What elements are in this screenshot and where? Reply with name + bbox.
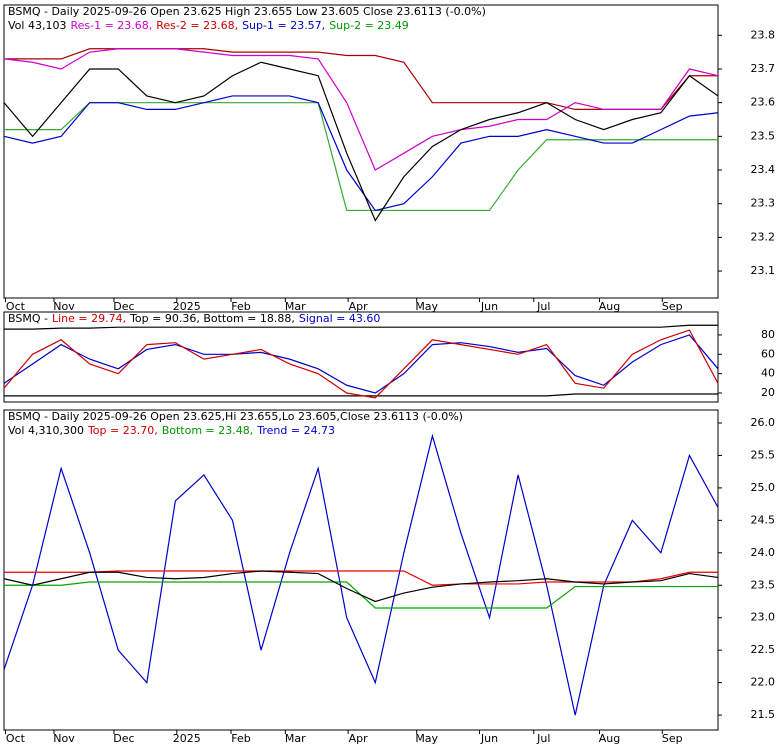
y-tick-label: 60 <box>761 347 775 360</box>
series-line <box>3 95 719 212</box>
legend: Vol 43,103 Res-1 = 23.68, Res-2 = 23.68, Su… <box>8 19 409 32</box>
y-tick-label: 40 <box>761 367 775 380</box>
x-tick-label: Apr <box>349 732 369 745</box>
y-tick-label: 23.4 <box>751 163 776 176</box>
x-tick-label: Feb <box>231 300 250 313</box>
legend: BSMQ - Line = 29.74, Top = 90.36, Bottom =… <box>8 312 380 325</box>
y-tick-label: 23.0 <box>751 611 776 624</box>
chart-title: BSMQ - Daily 2025-09-26 Open 23.625 High… <box>8 5 486 18</box>
legend-entry: Trend = 24.73 <box>256 424 335 437</box>
y-tick-label: 22.0 <box>751 676 776 689</box>
x-tick-label: Feb <box>231 732 250 745</box>
series-line <box>3 48 719 171</box>
legend-entry: Top = 23.70, <box>87 424 158 437</box>
series-line <box>3 334 719 394</box>
series-line <box>3 329 719 399</box>
x-tick-label: Jul <box>536 732 550 745</box>
y-tick-label: 23.2 <box>751 230 776 243</box>
y-tick-label: 23.6 <box>751 96 776 109</box>
y-tick-label: 23.5 <box>751 578 776 591</box>
y-tick-label: 23.1 <box>751 264 776 277</box>
y-tick-label: 26.0 <box>751 416 776 429</box>
series-line <box>4 102 718 212</box>
legend-entry: Signal = 43.60 <box>299 312 381 325</box>
x-tick-label: May <box>415 732 438 745</box>
legend: Vol 4,310,300 Top = 23.70, Bottom = 23.48,… <box>8 424 335 437</box>
x-tick-label: Jun <box>480 300 498 313</box>
y-tick-label: 23.7 <box>751 62 776 75</box>
x-tick-label: Jun <box>480 732 498 745</box>
x-tick-label: Dec <box>113 300 134 313</box>
y-tick-label: 80 <box>761 328 775 341</box>
x-tick-label: Nov <box>53 300 75 313</box>
y-tick-label: 24.5 <box>751 513 776 526</box>
legend-entry: Sup-1 = 23.57, <box>242 19 325 32</box>
legend-entry: Vol 4,310,300 <box>8 424 84 437</box>
series-line <box>4 324 718 330</box>
y-tick-label: 22.5 <box>751 643 776 656</box>
x-tick-label: Sep <box>662 300 683 313</box>
panel-frame <box>3 409 719 731</box>
x-tick-label: Aug <box>599 732 620 745</box>
y-tick-label: 23.5 <box>751 129 776 142</box>
x-tick-label: Apr <box>349 300 369 313</box>
panel-frame <box>3 311 719 403</box>
legend-entry: Bottom = 23.48, <box>162 424 254 437</box>
series-line <box>4 570 718 586</box>
x-tick-label: Mar <box>285 300 306 313</box>
legend-entry: Sup-2 = 23.49 <box>329 19 409 32</box>
legend-entry: Res-1 = 23.68, <box>70 19 152 32</box>
x-tick-label: Oct <box>6 300 26 313</box>
legend-entry: Res-2 = 23.68, <box>156 19 238 32</box>
x-tick-label: 2025 <box>173 732 201 745</box>
x-tick-label: 2025 <box>173 300 201 313</box>
legend-entry: Top = 90.36, Bottom = 18.88, <box>129 312 295 325</box>
x-tick-label: Jul <box>536 300 550 313</box>
series-line <box>3 433 719 716</box>
legend-entry: Line = 29.74, <box>52 312 126 325</box>
legend-entry: BSMQ - <box>8 312 48 325</box>
chart-title: BSMQ - Daily 2025-09-26 Open 23.625,Hi 2… <box>8 410 463 423</box>
legend-entry: Vol 43,103 <box>8 19 66 32</box>
y-tick-label: 24.0 <box>751 546 776 559</box>
panel-frame <box>3 4 719 299</box>
x-tick-label: Nov <box>53 732 75 745</box>
x-tick-label: May <box>415 300 438 313</box>
y-tick-label: 21.5 <box>751 708 776 721</box>
x-tick-label: Aug <box>599 300 620 313</box>
y-tick-label: 23.3 <box>751 197 776 210</box>
x-tick-label: Sep <box>662 732 683 745</box>
y-tick-label: 25.0 <box>751 481 776 494</box>
y-tick-label: 20 <box>761 386 775 399</box>
series-line <box>3 570 719 603</box>
series-line <box>3 61 719 222</box>
y-tick-label: 23.8 <box>751 28 776 41</box>
x-tick-label: Mar <box>285 732 306 745</box>
x-tick-label: Dec <box>113 732 134 745</box>
x-tick-label: Oct <box>6 732 26 745</box>
y-tick-label: 25.5 <box>751 448 776 461</box>
